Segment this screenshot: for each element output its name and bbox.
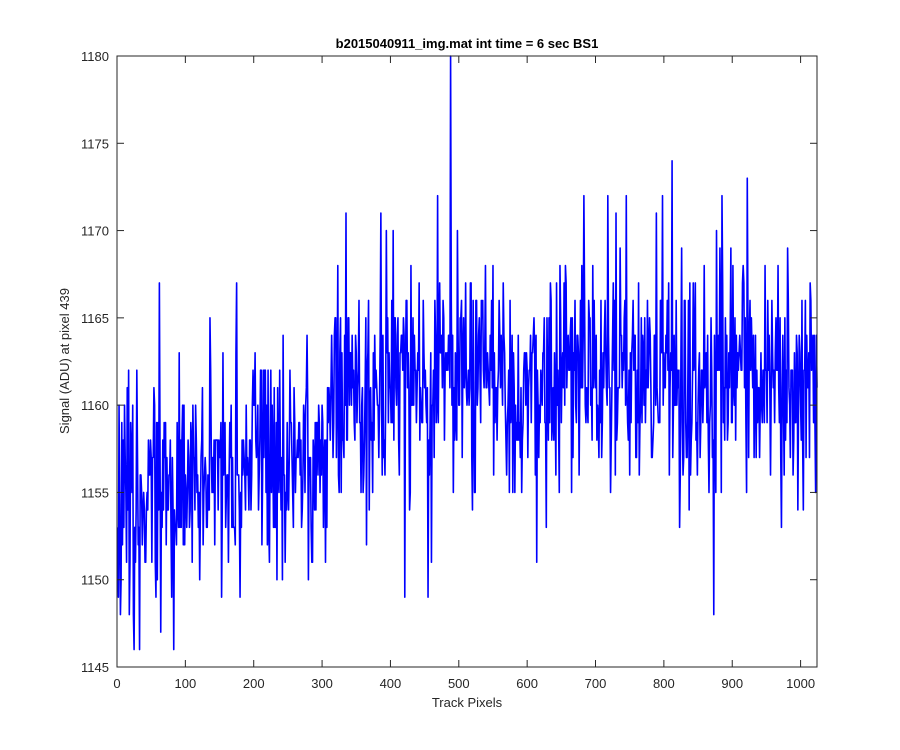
x-tick-label: 300: [311, 676, 333, 691]
series-layer: [116, 55, 818, 651]
x-axis-label: Track Pixels: [432, 695, 503, 710]
chart-title: b2015040911_img.mat int time = 6 sec BS1: [336, 36, 599, 51]
series-line: [116, 55, 818, 651]
y-tick-label: 1165: [81, 311, 109, 326]
y-tick-label: 1160: [81, 398, 109, 413]
x-tick-label: 900: [721, 676, 743, 691]
y-tick-label: 1155: [81, 485, 109, 500]
y-axis-ticks: 1145 1150 1155 1160 1165 1170 1175 1180: [81, 49, 817, 675]
x-tick-label: 0: [113, 676, 120, 691]
y-tick-label: 1145: [81, 660, 109, 675]
y-axis-label: Signal (ADU) at pixel 439: [57, 288, 72, 434]
plot-area: [116, 55, 818, 668]
x-tick-label: 1000: [786, 676, 815, 691]
plot-background: [117, 56, 817, 667]
y-tick-label: 1175: [81, 136, 109, 151]
x-tick-label: 100: [175, 676, 197, 691]
axes-box: [116, 55, 818, 668]
x-tick-label: 600: [516, 676, 538, 691]
y-tick-label: 1180: [81, 49, 109, 64]
x-tick-label: 500: [448, 676, 470, 691]
x-tick-label: 400: [380, 676, 402, 691]
x-tick-label: 700: [585, 676, 607, 691]
y-tick-label: 1170: [81, 224, 109, 239]
x-tick-label: 800: [653, 676, 675, 691]
x-axis-ticks: 0 100 200 300 400 500 600 700 800 900 1000: [113, 56, 815, 691]
x-tick-label: 200: [243, 676, 265, 691]
y-tick-label: 1150: [81, 573, 109, 588]
